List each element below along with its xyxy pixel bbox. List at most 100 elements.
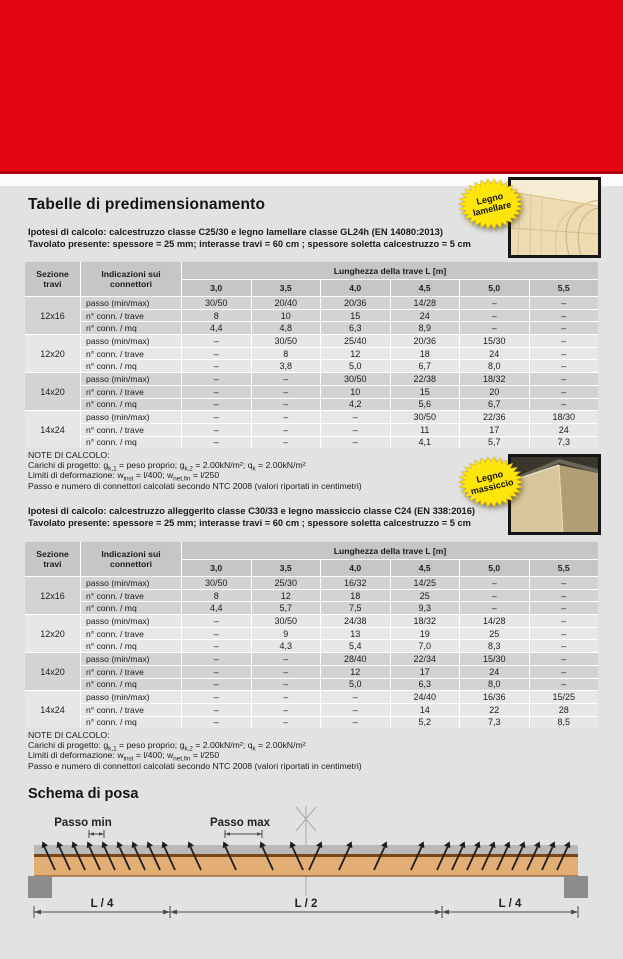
- table-cell: 25: [460, 627, 529, 640]
- table-cell: –: [529, 577, 598, 589]
- table-cell: 20/36: [321, 297, 390, 309]
- table-cell: –: [529, 297, 598, 309]
- text-run: = 2.00kN/m²; q: [192, 740, 253, 751]
- table-cell: –: [321, 716, 390, 729]
- table-cell: 5,6: [390, 398, 459, 411]
- subscript: net,fin: [173, 476, 191, 484]
- screw-icon: [133, 845, 146, 871]
- text-run: = 2.00kN/m²; q: [192, 460, 253, 471]
- table-cell: –: [182, 703, 251, 716]
- row-label: n° conn. / trave: [81, 423, 181, 436]
- concrete-slab: [34, 845, 578, 854]
- passo-min-label: Passo min: [54, 817, 112, 829]
- row-label: n° conn. / mq: [81, 436, 181, 449]
- notes-title: NOTE DI CALCOLO:: [28, 450, 110, 460]
- screw-head-icon: [86, 841, 94, 849]
- table-cell: –: [182, 691, 251, 703]
- passo-max-label: Passo max: [210, 817, 271, 829]
- table-cell: –: [182, 716, 251, 729]
- schema-title: Schema di posa: [28, 786, 139, 802]
- table-cell: –: [529, 602, 598, 615]
- ipotesi-block-massiccio: Ipotesi di calcolo: calcestruzzo allegge…: [28, 505, 503, 529]
- screw-head-icon: [56, 841, 64, 849]
- table-cell: –: [529, 640, 598, 653]
- table-cell: –: [251, 436, 320, 449]
- table-cell: 5,4: [321, 640, 390, 653]
- table-predimensionamento-lamellare: Sezione travi Indicazioni sui connettori L…: [25, 262, 598, 449]
- table-cell: 8,5: [529, 716, 598, 729]
- table-cell: 6,3: [390, 678, 459, 691]
- screw-head-icon: [161, 841, 169, 849]
- col-header-sezione: Sezione travi: [25, 262, 80, 296]
- screw-icon: [73, 845, 86, 871]
- table-cell: 14: [390, 703, 459, 716]
- table-cell: –: [529, 322, 598, 335]
- table-cell: 30/50: [251, 335, 320, 347]
- table-cell: 18: [321, 589, 390, 602]
- table-cell: 14/25: [390, 577, 459, 589]
- table-cell: –: [529, 309, 598, 322]
- row-label: passo (min/max): [81, 615, 181, 627]
- row-label: n° conn. / mq: [81, 398, 181, 411]
- table-cell: 5,7: [460, 436, 529, 449]
- subscript: net,fin: [173, 756, 191, 764]
- text-run: Carichi di progetto: g: [28, 460, 109, 471]
- text-run: = l/400; w: [133, 470, 174, 481]
- table-cell: 8,9: [390, 322, 459, 335]
- table-cell: 30/50: [182, 297, 251, 309]
- col-header-length: 4,0: [321, 560, 390, 576]
- table-cell: 4,4: [182, 602, 251, 615]
- table-cell: –: [321, 423, 390, 436]
- screw-head-icon: [101, 841, 109, 849]
- screw-head-icon: [518, 841, 526, 849]
- subscript: inst: [123, 756, 134, 764]
- table-cell: –: [182, 398, 251, 411]
- screw-icon: [511, 845, 524, 871]
- table-cell: –: [251, 423, 320, 436]
- table-cell: 20/36: [390, 335, 459, 347]
- col-header-length: 5,5: [529, 280, 598, 296]
- table-cell: 9: [251, 627, 320, 640]
- col-header-indicazioni: Indicazioni sui connettori: [81, 262, 181, 296]
- screw-icon: [496, 845, 509, 871]
- table-cell: 24: [529, 423, 598, 436]
- table-cell: 22/34: [390, 653, 459, 665]
- screw-head-icon: [222, 841, 230, 849]
- table-cell: 20/40: [251, 297, 320, 309]
- table-cell: 18/30: [529, 411, 598, 423]
- table-cell: 13: [321, 627, 390, 640]
- table-cell: 3,8: [251, 360, 320, 373]
- table-cell: –: [251, 411, 320, 423]
- row-label: n° conn. / trave: [81, 347, 181, 360]
- table-cell: 8,0: [460, 360, 529, 373]
- table-cell: –: [182, 678, 251, 691]
- subscript: k: [252, 465, 256, 473]
- table-cell: –: [251, 678, 320, 691]
- subscript: k,2: [184, 465, 193, 473]
- table-cell: 19: [390, 627, 459, 640]
- notes-title: NOTE DI CALCOLO:: [28, 730, 110, 740]
- table-cell: 12: [321, 347, 390, 360]
- table-cell: 8,3: [460, 640, 529, 653]
- text-run: = 2.00kN/m²: [255, 740, 306, 751]
- col-header-length: 5,0: [460, 560, 529, 576]
- text-run: Carichi di progetto: g: [28, 740, 109, 751]
- table-cell: 22/36: [460, 411, 529, 423]
- table-cell: 24: [460, 347, 529, 360]
- table-cell: –: [251, 653, 320, 665]
- group-label-sezione: 14x20: [25, 653, 80, 691]
- screw-icon: [148, 845, 161, 871]
- screw-icon: [410, 845, 423, 871]
- screw-head-icon: [458, 841, 466, 849]
- text-run: = l/250: [190, 470, 220, 481]
- table-cell: 5,0: [321, 678, 390, 691]
- table-cell: 6,3: [321, 322, 390, 335]
- table-cell: 4,1: [390, 436, 459, 449]
- table-cell: 25/40: [321, 335, 390, 347]
- badge-legno-lamellare: Legno lamellare: [450, 171, 532, 237]
- table-cell: 12: [251, 589, 320, 602]
- table-cell: 10: [321, 385, 390, 398]
- table-cell: 15: [390, 385, 459, 398]
- table-cell: –: [529, 665, 598, 678]
- screw-head-icon: [548, 841, 556, 849]
